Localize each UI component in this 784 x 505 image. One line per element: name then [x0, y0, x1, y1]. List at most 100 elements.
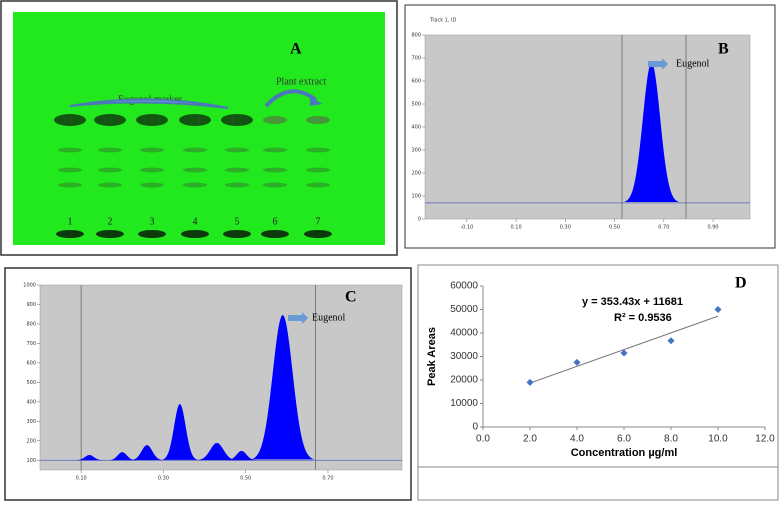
chart-title: Track 1, ID	[429, 18, 457, 24]
arrow	[69, 98, 229, 109]
band	[98, 167, 122, 173]
band	[263, 116, 287, 124]
band	[140, 147, 164, 153]
peak	[161, 403, 199, 460]
band	[58, 147, 82, 153]
y-tick-label: 600	[26, 360, 36, 366]
x-tick-label: 0.10	[511, 225, 522, 231]
band	[98, 182, 122, 188]
band	[140, 167, 164, 173]
y-tick-label: 30000	[450, 351, 478, 362]
annotation: Plant extract	[276, 76, 326, 87]
peak	[74, 455, 104, 461]
band	[136, 114, 168, 126]
point	[573, 358, 581, 366]
band	[263, 147, 287, 153]
charts: Track 1, ID 0 100 200 300 400 500 600 700 800 -0.1…	[23, 18, 775, 482]
y-tick-label: 50000	[450, 304, 478, 315]
band	[96, 230, 124, 238]
x-tick-label: 0.90	[707, 225, 718, 231]
peak	[195, 442, 238, 461]
x-tick-label: 0.30	[560, 225, 571, 231]
band	[306, 182, 330, 188]
band	[183, 147, 207, 153]
y-tick-label: 800	[26, 321, 36, 327]
arrow	[288, 312, 308, 324]
lane-label: 2	[108, 216, 113, 227]
y-tick-label: 100	[411, 194, 421, 200]
x-tick-label: 0.10	[76, 476, 87, 482]
band	[306, 116, 330, 124]
annotation: R² = 0.9536	[614, 312, 672, 324]
y-tick-label: 600	[411, 79, 421, 85]
point	[620, 349, 628, 357]
band	[54, 114, 86, 126]
y-tick-label: 10000	[450, 398, 478, 409]
arrow	[648, 58, 668, 70]
lane-label: 4	[193, 216, 198, 227]
lane-label: 3	[150, 216, 155, 227]
panel-label: C	[345, 289, 357, 306]
band	[58, 167, 82, 173]
x-tick-label: 0.70	[658, 225, 669, 231]
band	[183, 167, 207, 173]
band	[304, 230, 332, 238]
x-tick-label: 0.50	[240, 476, 251, 482]
panel-label: B	[718, 41, 729, 58]
y-tick-label: 20000	[450, 375, 478, 386]
band	[223, 230, 251, 238]
peak	[225, 450, 258, 461]
plate-bands: 1 2 3 4 5 6 7	[54, 114, 332, 238]
y-tick-label: 300	[26, 419, 36, 425]
x-tick-label: 6.0	[617, 434, 631, 445]
y-tick-label: 200	[411, 171, 421, 177]
band	[225, 167, 249, 173]
annotation: Eugenol	[676, 58, 710, 69]
plot-area	[39, 284, 403, 471]
band	[56, 230, 84, 238]
x-tick-label: 10.0	[708, 434, 728, 445]
x-axis-label: Concentration µg/ml	[571, 447, 678, 459]
band	[179, 114, 211, 126]
peak	[623, 62, 680, 203]
point	[526, 378, 534, 386]
y-tick-label: 800	[411, 33, 421, 39]
y-tick-label: 900	[26, 302, 36, 308]
band	[225, 147, 249, 153]
y-tick-label: 100	[26, 458, 36, 464]
peak	[107, 452, 137, 461]
lane-label: 7	[316, 216, 321, 227]
x-tick-label: 0.70	[322, 476, 333, 482]
band	[98, 147, 122, 153]
panel-label: D	[735, 275, 747, 292]
band	[94, 114, 126, 126]
x-tick-label: 0.30	[158, 476, 169, 482]
y-tick-label: 400	[411, 125, 421, 131]
y-tick-label: 700	[411, 56, 421, 62]
y-tick-label: 400	[26, 399, 36, 405]
band	[183, 182, 207, 188]
y-tick-label: 500	[411, 102, 421, 108]
lane-label: 1	[68, 216, 73, 227]
plot-area	[424, 34, 751, 220]
band	[306, 147, 330, 153]
y-tick-label: 0	[472, 422, 478, 433]
band	[261, 230, 289, 238]
point	[714, 305, 722, 314]
peak	[129, 445, 165, 461]
tlc-plate	[13, 12, 385, 245]
x-tick-label: 2.0	[523, 434, 537, 445]
band	[263, 182, 287, 188]
y-tick-label: 200	[26, 438, 36, 444]
panel-frame	[417, 264, 779, 501]
point	[667, 337, 675, 345]
arrow-head	[310, 96, 322, 106]
y-tick-label: 1000	[23, 283, 36, 289]
x-tick-label: 0.0	[476, 434, 490, 445]
x-tick-label: 0.50	[609, 225, 620, 231]
y-tick-label: 300	[411, 148, 421, 154]
band	[306, 167, 330, 173]
band	[221, 114, 253, 126]
